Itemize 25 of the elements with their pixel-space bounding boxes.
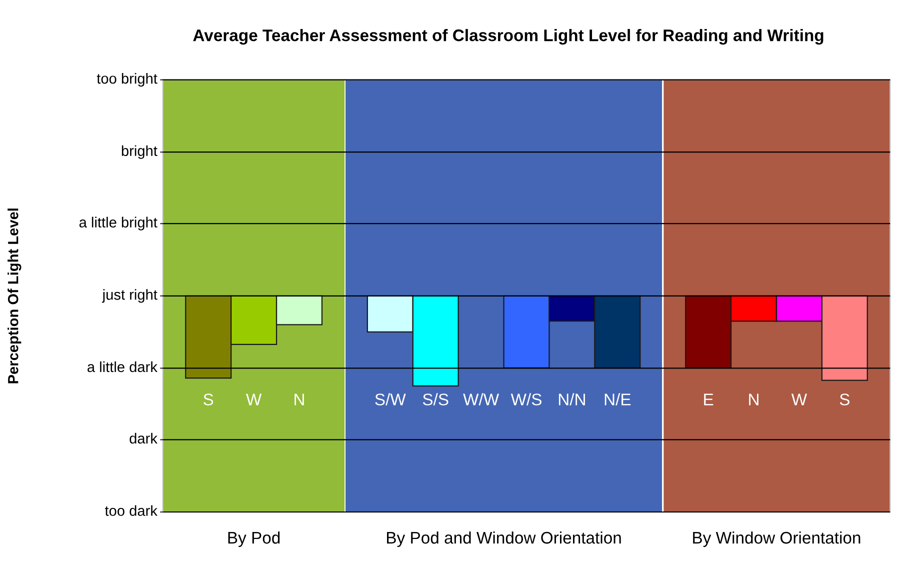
- x-tick-label: N/E: [604, 393, 631, 406]
- x-tick-label: S/W: [375, 393, 406, 406]
- x-tick-label: W: [791, 394, 808, 406]
- x-axis-title: By Window Orientation: [693, 531, 860, 547]
- ref-line-label: bright: [122, 145, 158, 159]
- ref-line-label: too bright: [96, 73, 158, 87]
- ref-line-label: dark: [130, 432, 158, 444]
- x-tick-label: E: [704, 394, 714, 406]
- y-axis-title: Perception Of Light Level: [8, 208, 22, 384]
- x-tick-label: W/W: [463, 393, 500, 406]
- ref-line-label: just right: [102, 289, 158, 303]
- x-tick-label: S/S: [422, 393, 448, 406]
- x-tick-label: N/N: [558, 393, 585, 406]
- x-tick-label: S: [840, 394, 850, 406]
- x-tick-label: N: [749, 394, 758, 406]
- x-axis-title: By Pod: [228, 531, 280, 547]
- x-tick-label: W/S: [510, 393, 542, 406]
- ref-line-label: a little bright: [79, 216, 158, 230]
- x-axis-title: By Pod and Window Orientation: [387, 531, 621, 547]
- ref-line-label: too dark: [104, 505, 158, 516]
- ref-line-label: a little dark: [88, 361, 158, 372]
- x-tick-label: S: [204, 394, 214, 406]
- x-tick-label: N: [294, 394, 304, 406]
- x-tick-label: W: [246, 394, 262, 406]
- text: Average Teacher Assessment of Classroom Light Level for Reading and Writing: [193, 28, 824, 45]
